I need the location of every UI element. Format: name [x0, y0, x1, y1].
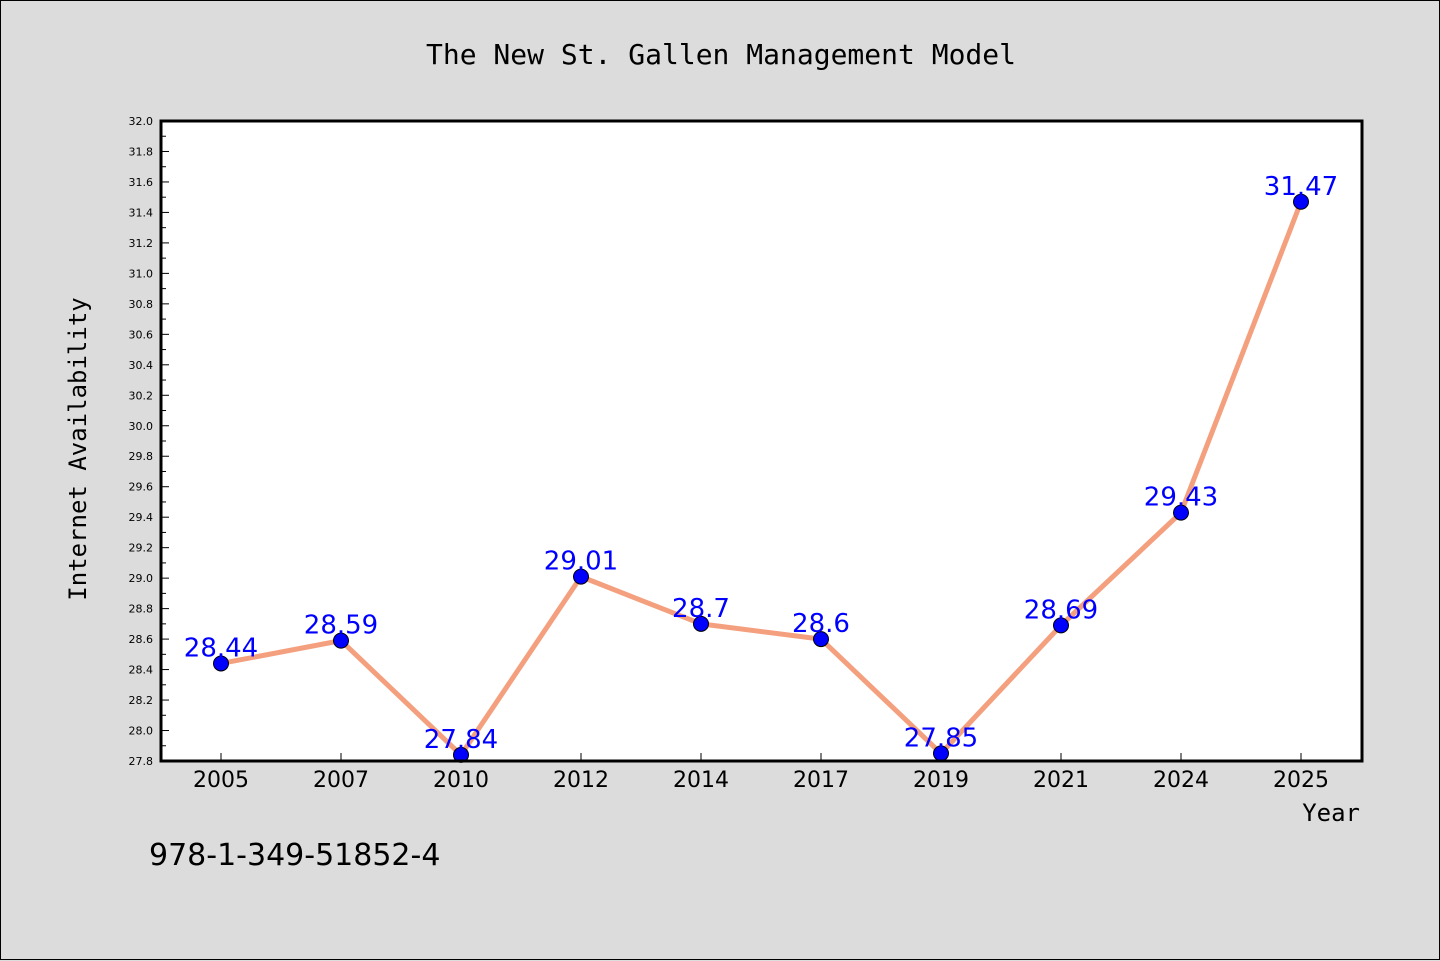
data-label: 28.7 — [672, 594, 730, 624]
x-tick-label: 2005 — [193, 768, 249, 793]
y-tick-label: 29.2 — [129, 542, 154, 555]
data-label: 27.84 — [424, 725, 498, 755]
plot-border — [159, 119, 1364, 763]
x-tick-label: 2012 — [553, 768, 609, 793]
x-tick-label: 2014 — [673, 768, 729, 793]
y-tick-label: 30.6 — [129, 328, 154, 341]
data-label-layer: 28.44 28.59 27.84 29.01 28.7 28.6 27.85 28.69 29… — [184, 172, 1338, 755]
y-tick-label: 30.8 — [129, 298, 154, 311]
x-tick-label: 2025 — [1273, 768, 1329, 793]
data-point — [573, 568, 589, 585]
y-tick-label: 31.4 — [129, 206, 154, 219]
data-label: 28.69 — [1024, 595, 1098, 625]
data-point — [1293, 193, 1309, 210]
y-tick-label: 29.6 — [129, 481, 154, 494]
y-axis-label: Internet Availability — [64, 297, 92, 600]
data-point — [813, 631, 829, 648]
y-tick-label: 30.2 — [129, 389, 154, 402]
y-tick-label: 31.8 — [129, 145, 154, 158]
data-label: 28.6 — [792, 609, 850, 639]
x-axis: 2005 2007 2010 2012 2014 2017 2019 2021 2024 2025 — [193, 753, 1329, 793]
y-tick-label: 32.0 — [129, 115, 154, 128]
y-tick-label: 28.0 — [129, 725, 154, 738]
x-tick-label: 2017 — [793, 768, 849, 793]
data-label: 28.44 — [184, 633, 258, 663]
footnote-isbn: 978-1-349-51852-4 — [149, 838, 440, 873]
y-tick-label: 29.8 — [129, 450, 154, 463]
data-label: 31.47 — [1264, 172, 1338, 202]
data-label: 28.59 — [304, 611, 378, 641]
data-point — [1173, 504, 1189, 521]
y-tick-label: 31.6 — [129, 176, 154, 189]
y-tick-label: 28.4 — [129, 664, 154, 677]
x-tick-label: 2021 — [1033, 768, 1089, 793]
data-point — [213, 655, 229, 672]
x-tick-label: 2007 — [313, 768, 369, 793]
data-label: 27.85 — [904, 723, 978, 753]
y-tick-label: 27.8 — [129, 755, 154, 768]
x-tick-label: 2010 — [433, 768, 489, 793]
chart-title: The New St. Gallen Management Model — [426, 38, 1016, 71]
series-line — [218, 199, 1304, 758]
data-point — [693, 615, 709, 632]
y-tick-label: 31.0 — [129, 267, 154, 280]
y-tick-label: 30.0 — [129, 420, 154, 433]
series-layer — [213, 193, 1309, 763]
data-point — [1053, 617, 1069, 634]
y-tick-label: 28.8 — [129, 603, 154, 616]
y-tick-label: 30.4 — [129, 359, 154, 372]
x-tick-label: 2019 — [913, 768, 969, 793]
y-tick-label: 29.0 — [129, 572, 154, 585]
y-axis: 27.8 28.0 28.2 28.4 28.6 28.8 29.0 29.2 29.4 29.6… — [129, 115, 169, 768]
y-tick-label: 31.2 — [129, 237, 154, 250]
plot-area — [161, 121, 1362, 761]
data-label: 29.43 — [1144, 483, 1218, 513]
y-tick-label: 29.4 — [129, 511, 154, 524]
x-axis-label: Year — [1302, 799, 1360, 827]
y-tick-label: 28.6 — [129, 633, 154, 646]
data-label: 29.01 — [544, 547, 618, 577]
x-tick-label: 2024 — [1153, 768, 1209, 793]
y-tick-label: 28.2 — [129, 694, 154, 707]
data-point — [333, 632, 349, 649]
